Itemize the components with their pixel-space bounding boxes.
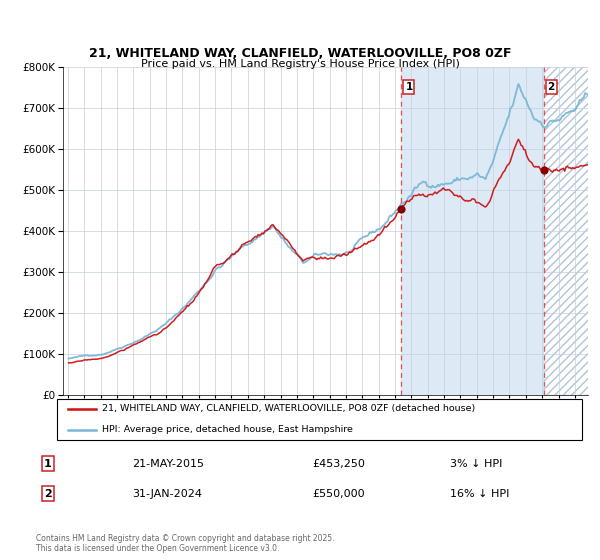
Bar [544,67,600,395]
Text: 21, WHITELAND WAY, CLANFIELD, WATERLOOVILLE, PO8 0ZF (detached house): 21, WHITELAND WAY, CLANFIELD, WATERLOOVI… [101,404,475,413]
Text: 3% ↓ HPI: 3% ↓ HPI [450,459,502,469]
Text: 1: 1 [44,459,52,469]
Text: HPI: Average price, detached house, East Hampshire: HPI: Average price, detached house, East… [101,426,353,435]
Text: 2: 2 [548,82,555,92]
Bar [401,67,544,395]
Point [397,205,406,214]
Text: £550,000: £550,000 [312,489,365,499]
Text: 21-MAY-2015: 21-MAY-2015 [132,459,204,469]
Point [539,165,548,174]
Text: Contains HM Land Registry data © Crown copyright and database right 2025.
This d: Contains HM Land Registry data © Crown c… [36,534,335,553]
Text: 1: 1 [406,82,413,92]
Text: £453,250: £453,250 [312,459,365,469]
Text: Price paid vs. HM Land Registry's House Price Index (HPI): Price paid vs. HM Land Registry's House … [140,59,460,69]
Text: 31-JAN-2024: 31-JAN-2024 [132,489,202,499]
Text: 21, WHITELAND WAY, CLANFIELD, WATERLOOVILLE, PO8 0ZF: 21, WHITELAND WAY, CLANFIELD, WATERLOOVI… [89,47,511,60]
Text: 2: 2 [44,489,52,499]
Text: 16% ↓ HPI: 16% ↓ HPI [450,489,509,499]
